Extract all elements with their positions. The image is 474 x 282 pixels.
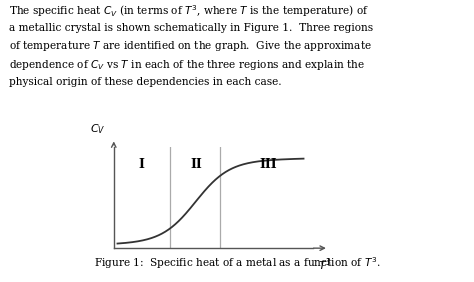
Text: I: I bbox=[139, 158, 145, 171]
Text: $T^3$: $T^3$ bbox=[318, 256, 332, 273]
Text: The specific heat $C_V$ (in terms of $T^3$, where $T$ is the temperature) of
a m: The specific heat $C_V$ (in terms of $T^… bbox=[9, 3, 374, 87]
Text: III: III bbox=[259, 158, 277, 171]
Text: II: II bbox=[191, 158, 202, 171]
Text: Figure 1:  Specific heat of a metal as a function of $T^3$.: Figure 1: Specific heat of a metal as a … bbox=[94, 255, 380, 271]
Text: $C_V$: $C_V$ bbox=[90, 123, 106, 136]
